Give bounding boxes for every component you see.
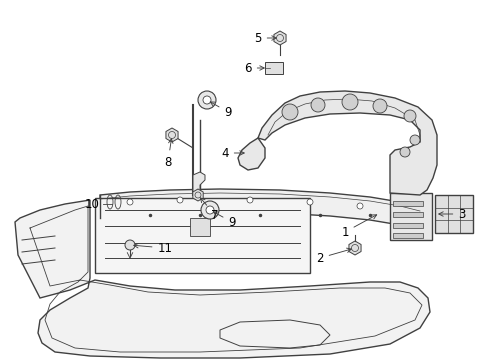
Circle shape — [410, 135, 420, 145]
Bar — [393, 212, 423, 217]
Bar — [95, 198, 310, 273]
Text: 4: 4 — [221, 147, 244, 159]
Circle shape — [404, 110, 416, 122]
Polygon shape — [193, 189, 203, 201]
Text: 10: 10 — [85, 198, 100, 211]
Polygon shape — [193, 172, 205, 195]
Bar — [265, 62, 283, 74]
Text: 6: 6 — [244, 62, 264, 75]
Circle shape — [282, 104, 298, 120]
Text: 7: 7 — [200, 198, 219, 221]
Bar — [393, 233, 423, 238]
Text: 11: 11 — [134, 242, 172, 255]
Text: 8: 8 — [164, 139, 173, 168]
Circle shape — [247, 197, 253, 203]
Text: 3: 3 — [439, 207, 466, 220]
Circle shape — [127, 199, 133, 205]
Circle shape — [400, 147, 410, 157]
Circle shape — [203, 96, 211, 104]
Polygon shape — [166, 128, 178, 142]
Polygon shape — [238, 138, 265, 170]
Circle shape — [373, 99, 387, 113]
Circle shape — [198, 91, 216, 109]
Circle shape — [201, 201, 219, 219]
Text: 9: 9 — [213, 212, 236, 229]
Circle shape — [357, 203, 363, 209]
Text: 2: 2 — [316, 248, 351, 265]
Polygon shape — [15, 200, 430, 358]
Circle shape — [125, 240, 135, 250]
Circle shape — [311, 98, 325, 112]
Circle shape — [342, 94, 358, 110]
Text: 9: 9 — [210, 102, 232, 118]
Bar — [393, 223, 423, 228]
Bar — [393, 201, 423, 206]
Text: 1: 1 — [341, 215, 377, 239]
Polygon shape — [274, 31, 286, 45]
Text: 5: 5 — [254, 32, 276, 45]
Polygon shape — [258, 91, 437, 195]
Bar — [390, 193, 432, 240]
Bar — [190, 218, 210, 236]
Circle shape — [307, 199, 313, 205]
Polygon shape — [100, 189, 420, 230]
Bar — [435, 195, 473, 233]
Circle shape — [177, 197, 183, 203]
Polygon shape — [349, 241, 361, 255]
Circle shape — [206, 206, 214, 214]
